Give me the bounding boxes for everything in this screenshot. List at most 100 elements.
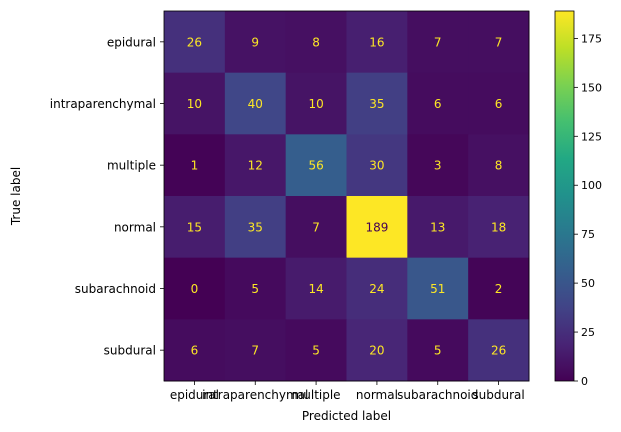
colorbar-tick-label: 175: [581, 32, 602, 45]
x-tick-label: subdural: [472, 388, 524, 402]
cell-value-label: 26: [187, 35, 202, 49]
y-tick-label: multiple: [107, 159, 156, 173]
heatmap-cell: [407, 134, 469, 197]
cell-value-label: 9: [251, 35, 259, 49]
cell-value-label: 15: [187, 220, 202, 234]
cell-value-label: 5: [251, 282, 259, 296]
heatmap-cell: [224, 257, 287, 320]
cell-value-label: 26: [491, 344, 506, 358]
heatmap-cell: [407, 319, 469, 382]
cell-value-label: 7: [251, 344, 259, 358]
colorbar-tick-label: 125: [581, 130, 602, 143]
heatmap-cell: [164, 196, 226, 259]
y-axis-ticks: epidural intraparenchymal multiple normal su…: [50, 35, 164, 358]
cell-value-label: 51: [430, 282, 445, 296]
heatmap-cell: [407, 11, 469, 74]
x-axis-label: Predicted label: [302, 409, 391, 423]
heatmap-cell: [468, 134, 530, 197]
heatmap-cell: [346, 196, 408, 259]
cell-value-label: 8: [495, 159, 503, 173]
cell-value-label: 18: [491, 220, 506, 234]
heatmap-cell: [407, 72, 469, 135]
cell-value-label: 8: [312, 35, 320, 49]
heatmap-cell: [468, 319, 530, 382]
heatmap-cell: [468, 72, 530, 135]
heatmap-cell: [407, 196, 469, 259]
plot-frame: [163, 10, 530, 382]
colorbar-tick-label: 25: [581, 326, 595, 339]
heatmap-cell: [285, 11, 347, 74]
heatmap-cell: [285, 257, 347, 320]
cell-value-label: 3: [434, 159, 442, 173]
cell-value-label: 7: [434, 35, 442, 49]
colorbar-tick-label: 100: [581, 179, 602, 192]
cell-value-label: 40: [248, 97, 263, 111]
cell-value-label: 20: [369, 344, 384, 358]
cell-value-label: 6: [434, 97, 442, 111]
y-tick-label: intraparenchymal: [50, 97, 156, 111]
cell-value-label: 1: [191, 159, 199, 173]
heatmap-cell: [407, 257, 469, 320]
heatmap-cell: [224, 72, 287, 135]
x-tick-label: normal: [356, 388, 398, 402]
x-tick-label: intraparenchymal: [202, 388, 308, 402]
cell-value-label: 14: [308, 282, 323, 296]
heatmap-cells: 26 9 8 16 7 710 40 10 35 6 61 12 56 30 3 815 35 7 189 13 180…: [164, 11, 530, 382]
colorbar-tick-label: 0: [581, 375, 588, 388]
cell-value-label: 35: [248, 220, 263, 234]
cell-value-label: 6: [191, 344, 199, 358]
cell-value-label: 2: [495, 282, 503, 296]
heatmap-cell: [164, 134, 226, 197]
heatmap-cell: [285, 72, 347, 135]
y-tick-label: normal: [114, 220, 156, 234]
cell-value-label: 12: [248, 159, 263, 173]
cell-value-label: 56: [308, 159, 323, 173]
heatmap-cell: [224, 11, 287, 74]
y-tick-label: subarachnoid: [75, 282, 156, 296]
heatmap-cell: [346, 257, 408, 320]
cell-value-label: 10: [308, 97, 323, 111]
colorbar-tick-label: 150: [581, 81, 602, 94]
y-axis-label: True label: [9, 167, 23, 226]
heatmap-cell: [224, 319, 287, 382]
colorbar-tick-label: 75: [581, 228, 595, 241]
heatmap-cell: [468, 257, 530, 320]
heatmap-cell: [346, 72, 408, 135]
colorbar-ticks: 0 25 50 75 100 125 150 175: [574, 32, 602, 388]
cell-value-label: 35: [369, 97, 384, 111]
heatmap-cell: [164, 257, 226, 320]
cell-value-label: 5: [312, 344, 320, 358]
cell-value-label: 7: [312, 220, 320, 234]
cell-value-label: 13: [430, 220, 445, 234]
x-tick-label: multiple: [292, 388, 341, 402]
heatmap-cell: [285, 196, 347, 259]
cell-value-label: 189: [365, 220, 388, 234]
cell-value-label: 7: [495, 35, 503, 49]
cell-value-label: 16: [369, 35, 384, 49]
heatmap-cell: [285, 319, 347, 382]
heatmap-cell: [224, 196, 287, 259]
heatmap-cell: [285, 134, 347, 197]
cell-value-label: 10: [187, 97, 202, 111]
heatmap-cell: [164, 11, 226, 74]
heatmap-cell: [346, 11, 408, 74]
colorbar: [554, 10, 575, 382]
cell-value-label: 0: [191, 282, 199, 296]
x-tick-label: epidural: [170, 388, 219, 402]
cell-value-label: 30: [369, 159, 384, 173]
x-tick-label: subarachnoid: [397, 388, 478, 402]
y-tick-label: subdural: [104, 344, 156, 358]
y-tick-label: epidural: [107, 35, 156, 49]
heatmap-cell: [346, 319, 408, 382]
cell-value-label: 6: [495, 97, 503, 111]
heatmap-cell: [468, 11, 530, 74]
heatmap-cell: [164, 72, 226, 135]
heatmap-cell: [164, 319, 226, 382]
heatmap-cell: [346, 134, 408, 197]
heatmap-cell: [468, 196, 530, 259]
cell-value-label: 24: [369, 282, 384, 296]
cell-value-label: 5: [434, 344, 442, 358]
heatmap-cell: [224, 134, 287, 197]
